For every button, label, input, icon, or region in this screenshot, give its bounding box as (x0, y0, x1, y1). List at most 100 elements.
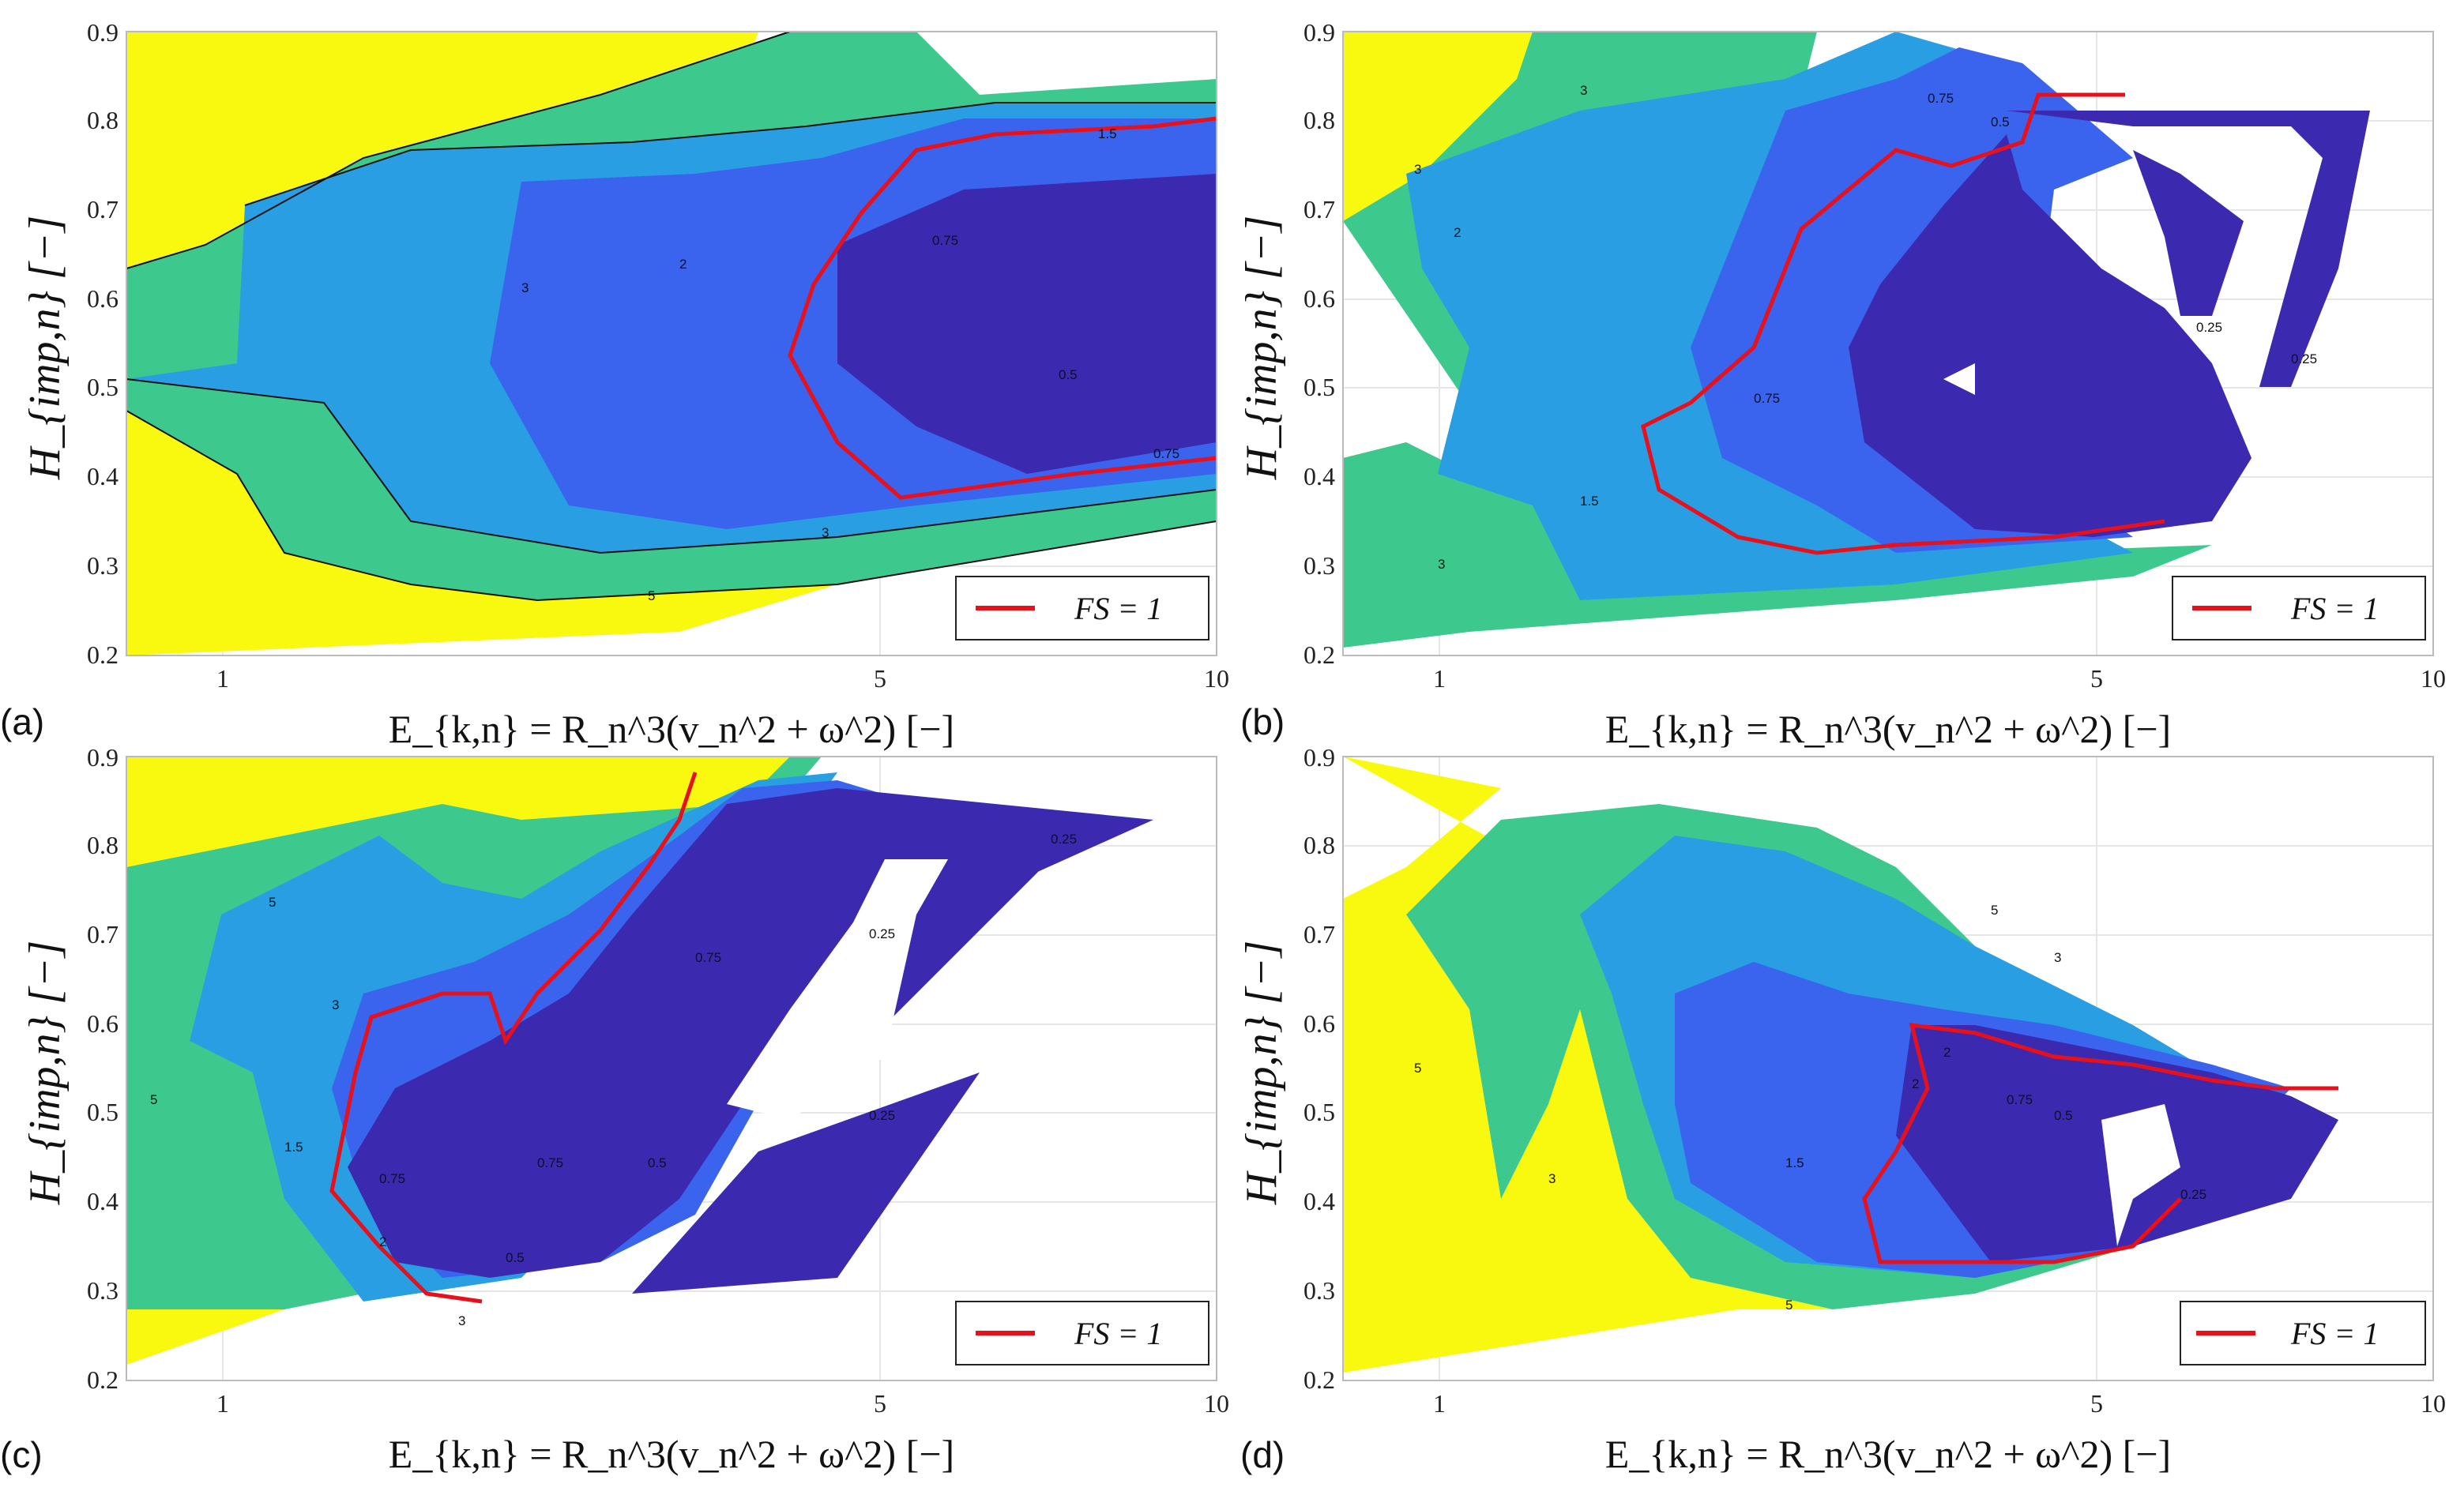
y-tick: 0.6 (87, 284, 118, 313)
y-tick: 0.9 (1303, 18, 1335, 47)
x-ticks: 1 5 10 (1433, 1389, 2446, 1418)
contour-label: 0.75 (1928, 91, 1954, 106)
contour-label: 0.25 (1051, 832, 1077, 847)
y-axis-label: H_{imp,n} [−] (1237, 941, 1286, 1206)
contour-label: 0.5 (648, 1155, 667, 1170)
panel-c: 0.75 0.75 0.5 0.5 0.75 0.25 0.25 0.25 1.… (0, 743, 1229, 1476)
contour-label: 5 (1414, 1061, 1421, 1076)
legend-label: FS = 1 (1074, 591, 1162, 626)
y-tick: 0.3 (87, 1276, 118, 1305)
region-white-hole (727, 859, 948, 1120)
contour-label: 2 (1454, 225, 1461, 240)
x-tick: 10 (2421, 664, 2446, 693)
contour-label: 3 (1414, 162, 1421, 177)
y-tick: 0.8 (87, 106, 118, 134)
y-axis-label: H_{imp,n} [−] (21, 216, 70, 481)
region-darkblue (2007, 111, 2370, 387)
region-darkblue (1849, 134, 2251, 537)
contour-label: 3 (1548, 1171, 1556, 1186)
axes-frame (1342, 756, 2434, 1381)
y-tick: 0.6 (87, 1009, 118, 1038)
contour-label: 3 (1580, 83, 1587, 98)
contour-label: 5 (269, 895, 276, 910)
contour-label: 1.5 (284, 1140, 303, 1155)
contour-label: 0.75 (379, 1171, 405, 1186)
y-ticks: 0.2 0.3 0.4 0.5 0.6 0.7 0.8 0.9 (1303, 743, 1335, 1394)
y-axis-label: H_{imp,n} [−] (1237, 216, 1286, 481)
y-tick: 0.5 (1303, 373, 1335, 401)
x-ticks: 1 5 10 (216, 1389, 1229, 1418)
x-tick: 1 (216, 1389, 229, 1418)
region-yellow (126, 1309, 284, 1365)
y-tick: 0.4 (87, 462, 118, 490)
contour-label: 0.25 (869, 1108, 895, 1123)
x-tick: 5 (874, 1389, 886, 1418)
panel-d: 0.75 0.5 0.25 2 1.5 2 3 3 5 5 5 0.2 0.3 … (1237, 743, 2446, 1476)
contour-label: 5 (648, 588, 655, 603)
contour-label: 0.5 (1991, 115, 2010, 130)
legend-label: FS = 1 (2290, 591, 2379, 626)
x-ticks: 1 5 10 (1433, 664, 2446, 693)
region-darkblue (632, 1072, 980, 1294)
legend-label: FS = 1 (2290, 1316, 2379, 1351)
y-tick: 0.5 (87, 1098, 118, 1126)
x-tick: 10 (1204, 1389, 1229, 1418)
y-tick: 0.7 (1303, 195, 1335, 223)
y-tick: 0.2 (1303, 640, 1335, 669)
panel-a: 0.75 0.5 0.75 1.5 2 3 5 3 0.2 0.3 0.4 0.… (0, 18, 1229, 751)
contour-label: 0.25 (2196, 320, 2222, 335)
x-axis-label: E_{k,n} = R_n^3(v_n^2 + ω^2) [−] (389, 1432, 954, 1476)
contour-label: 0.75 (2007, 1092, 2033, 1107)
y-tick: 0.3 (1303, 1276, 1335, 1305)
contour-label: 0.75 (695, 950, 721, 965)
y-tick: 0.4 (1303, 1187, 1335, 1215)
y-tick: 0.7 (1303, 920, 1335, 948)
contour-label: 0.75 (932, 233, 958, 248)
panel-tag: (c) (0, 1434, 43, 1475)
y-tick: 0.6 (1303, 284, 1335, 313)
y-tick: 0.2 (87, 640, 118, 669)
y-tick: 0.7 (87, 920, 118, 948)
region-white-hole (1943, 363, 1975, 395)
contour-label: 5 (150, 1092, 157, 1107)
y-tick: 0.5 (87, 373, 118, 401)
contour-label: 2 (1943, 1045, 1951, 1060)
panel-tag: (d) (1240, 1434, 1285, 1475)
contour-label: 0.25 (869, 926, 895, 941)
y-tick: 0.8 (1303, 106, 1335, 134)
contour-label: 0.25 (2291, 351, 2317, 366)
contour-label: 3 (822, 525, 829, 540)
axes-frame (126, 756, 1217, 1381)
legend-label: FS = 1 (1074, 1316, 1162, 1351)
contour-label: 3 (332, 997, 339, 1012)
region-darkblue (837, 174, 1217, 474)
y-tick: 0.8 (1303, 831, 1335, 859)
legend: FS = 1 (955, 576, 1209, 640)
legend: FS = 1 (2172, 576, 2426, 640)
axes-frame (1342, 31, 2434, 656)
x-axis-label: E_{k,n} = R_n^3(v_n^2 + ω^2) [−] (1605, 707, 2171, 751)
y-tick: 0.3 (87, 551, 118, 580)
y-axis-label: H_{imp,n} [−] (21, 941, 70, 1206)
fs-curve (1862, 1023, 2338, 1264)
legend: FS = 1 (2180, 1301, 2426, 1365)
x-tick: 5 (874, 664, 886, 693)
x-tick: 5 (2090, 664, 2103, 693)
y-tick: 0.4 (87, 1187, 118, 1215)
y-tick: 0.6 (1303, 1009, 1335, 1038)
contour-label: 5 (1991, 903, 1998, 918)
y-tick: 0.5 (1303, 1098, 1335, 1126)
x-tick: 10 (1204, 664, 1229, 693)
contour-label: 0.5 (2054, 1108, 2073, 1123)
contour-label: 1.5 (1098, 126, 1117, 141)
y-tick: 0.9 (87, 743, 118, 772)
contour-label: 5 (1785, 1298, 1793, 1313)
legend: FS = 1 (955, 1301, 1209, 1365)
y-ticks: 0.2 0.3 0.4 0.5 0.6 0.7 0.8 0.9 (87, 743, 118, 1394)
contour-label: 2 (1912, 1076, 1919, 1091)
contour-label: 0.25 (2180, 1187, 2206, 1202)
contour-label: 0.75 (1153, 446, 1179, 461)
x-ticks: 1 5 10 (216, 664, 1229, 693)
region-white-hole (2101, 1104, 2180, 1246)
